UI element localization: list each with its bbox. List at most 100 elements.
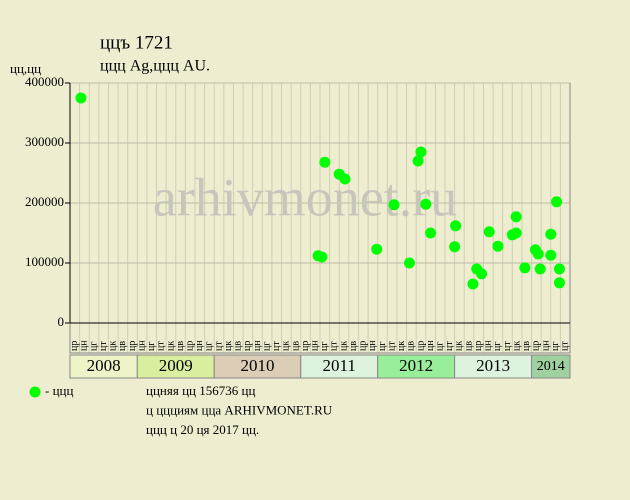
x-tick-label: цр [184,341,195,351]
legend-label: - ццц [45,383,73,398]
point [403,257,415,269]
x-tick-label: цк [108,341,119,351]
point [371,243,383,255]
x-tick-label: цг [261,342,272,351]
x-tick-label: цв [175,341,186,351]
x-tick-label: цк [223,341,234,351]
point [492,240,504,252]
point [545,228,557,240]
year-label: 2014 [537,359,565,374]
x-tick-label: цт [98,341,109,351]
x-tick-label: цн [252,340,263,351]
x-tick-label: цв [117,341,128,351]
x-tick-label: цн [367,340,378,351]
watermark: arhivmonet.ru [153,167,457,227]
x-tick-label: цр [531,341,542,351]
year-label: 2008 [87,356,121,375]
point [551,196,563,208]
y-tick-label: 0 [58,314,65,329]
x-tick-label: цк [396,341,407,351]
note: ццняя цц 156736 цц [146,383,255,398]
x-tick-label: цт [502,341,513,351]
x-tick-label: цв [348,341,359,351]
x-tick-label: цг [146,342,157,351]
x-tick-label: цв [233,341,244,351]
x-tick-label: цт [156,341,167,351]
y-unit: цц,цц [10,61,41,76]
x-tick-label: цн [540,340,551,351]
x-tick-label: цр [242,341,253,351]
point [467,278,479,290]
x-tick-label: цр [127,341,138,351]
x-tick-label: цн [79,340,90,351]
x-tick-label: цг [319,342,330,351]
x-tick-label: цт [559,341,570,351]
x-tick-label: цг [434,342,445,351]
point [75,92,87,104]
x-tick-label: цв [290,341,301,351]
x-tick-label: цт [386,341,397,351]
y-tick-label: 300000 [25,134,64,149]
x-tick-label: цг [88,342,99,351]
x-tick-label: цр [473,341,484,351]
x-tick-label: цн [425,340,436,351]
year-box [531,354,571,379]
point [339,173,351,185]
x-tick-label: цр [358,341,369,351]
point [510,227,522,239]
point [483,226,495,238]
point [519,262,531,274]
x-tick-label: цр [415,341,426,351]
x-tick-label: цг [377,342,388,351]
x-tick-label: цн [309,340,320,351]
x-tick-label: цр [69,341,80,351]
x-tick-label: цк [511,341,522,351]
legend-marker [29,386,41,398]
x-tick-label: цт [271,341,282,351]
y-tick-label: 100000 [25,254,64,269]
point [553,263,565,275]
chart-title: ццъ 1721 [100,32,173,53]
point [319,156,331,168]
note: ц ццциям цца ARHIVMONET.RU [146,402,333,417]
point [412,155,424,167]
y-tick-label: 200000 [25,194,64,209]
year-label: 2013 [476,356,510,375]
x-tick-label: цв [463,341,474,351]
point [425,227,437,239]
note: ццц ц 20 ця 2017 цц. [146,422,259,437]
x-tick-label: цр [300,341,311,351]
x-tick-label: цг [492,342,503,351]
x-tick-label: цт [329,341,340,351]
x-tick-label: цк [338,341,349,351]
x-tick-label: цв [521,341,532,351]
x-tick-label: цт [444,341,455,351]
point [553,277,565,289]
point [420,198,432,210]
point [449,241,461,253]
point [476,268,488,280]
x-tick-label: цг [550,342,561,351]
x-tick-label: цв [406,341,417,351]
point [388,199,400,211]
x-tick-label: цн [194,340,205,351]
point [415,146,427,158]
point [510,211,522,223]
point [532,248,544,260]
x-tick-label: цн [483,340,494,351]
point [316,251,328,263]
point [534,263,546,275]
point [545,249,557,261]
y-tick-label: 400000 [25,74,64,89]
x-tick-label: цк [165,341,176,351]
chart-subtitle: ццц Ag,ццц AU. [100,58,210,75]
x-tick-label: цг [204,342,215,351]
x-tick-label: цк [281,341,292,351]
year-label: 2011 [323,356,356,375]
year-label: 2010 [241,356,275,375]
year-label: 2012 [399,356,433,375]
year-label: 2009 [159,356,193,375]
x-tick-label: цн [136,340,147,351]
x-tick-label: цт [213,341,224,351]
